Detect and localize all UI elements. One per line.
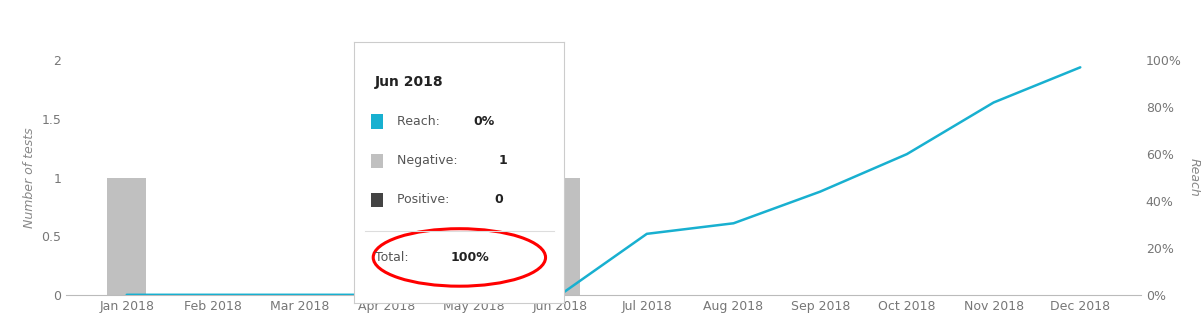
Text: Reach:: Reach: (398, 115, 444, 128)
Text: Negative:: Negative: (398, 154, 462, 167)
Y-axis label: Reach: Reach (1188, 158, 1201, 197)
Bar (371, 193, 383, 207)
Bar (107, 178, 147, 295)
Text: Positive:: Positive: (398, 193, 454, 206)
Y-axis label: Number of tests: Number of tests (23, 127, 36, 228)
Text: 1: 1 (498, 154, 507, 167)
Bar (371, 114, 383, 129)
Text: 0%: 0% (473, 115, 495, 128)
Text: 0: 0 (494, 193, 503, 206)
Bar (371, 153, 383, 168)
Text: Total:: Total: (375, 251, 413, 264)
Bar (540, 178, 580, 295)
Text: 100%: 100% (450, 251, 490, 264)
Text: Jun 2018: Jun 2018 (375, 74, 444, 88)
